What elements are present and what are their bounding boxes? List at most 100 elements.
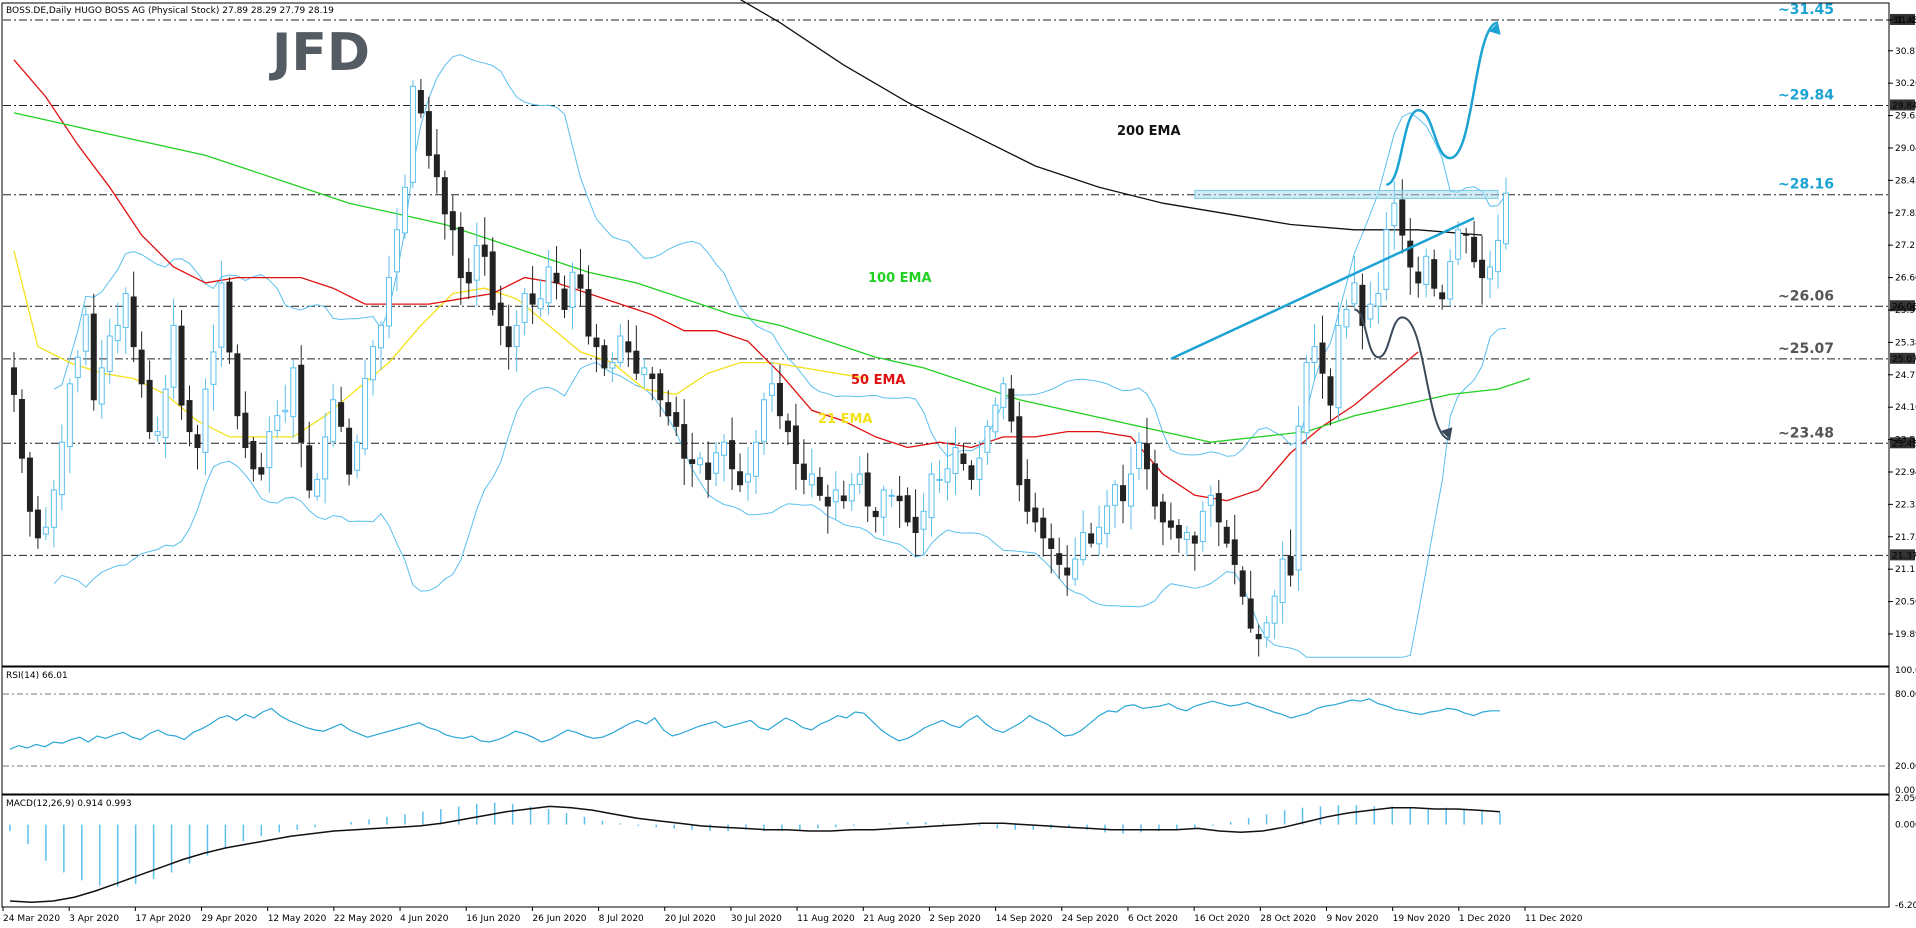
y-tick-label: 23.55 <box>1895 436 1916 446</box>
candle <box>753 429 760 494</box>
candle-body <box>146 379 153 433</box>
candle <box>1295 406 1302 592</box>
candle-body <box>920 510 927 530</box>
candle-body <box>202 388 209 453</box>
candle <box>178 310 185 420</box>
candle-body <box>425 111 432 156</box>
candle-body <box>194 434 201 449</box>
candle <box>1415 256 1422 298</box>
candle <box>1032 492 1039 533</box>
level-axis-tag-bg <box>1890 99 1915 111</box>
candle-body <box>1255 633 1262 640</box>
candle-body <box>26 457 33 512</box>
candle-body <box>306 445 313 491</box>
candle <box>1335 302 1342 421</box>
candle <box>984 419 991 465</box>
jfd-logo: JFD <box>269 23 370 83</box>
candle-body <box>1447 261 1454 300</box>
candle-body <box>697 457 704 466</box>
candle <box>1263 615 1270 648</box>
candle <box>378 320 385 371</box>
candle-body <box>976 457 983 480</box>
candle-body <box>449 211 456 231</box>
rsi-tick-label: 100.00 <box>1895 666 1916 676</box>
candle-body <box>481 244 488 257</box>
candle <box>449 195 456 256</box>
candle-body <box>745 473 752 483</box>
candle-body <box>1399 199 1406 236</box>
candle-body <box>633 350 640 374</box>
candle <box>577 248 584 307</box>
candle <box>1056 537 1063 579</box>
x-tick-label: 17 Apr 2020 <box>135 914 191 924</box>
bearish-arrow-head <box>1440 427 1453 440</box>
candle-body <box>1439 292 1446 300</box>
candle-body <box>880 489 887 518</box>
rsi-tick-label: 20.00 <box>1895 762 1916 772</box>
candle-body <box>944 468 951 483</box>
candle-body <box>1032 507 1039 523</box>
candle <box>824 484 831 534</box>
candle <box>433 128 440 194</box>
x-tick-label: 21 Aug 2020 <box>863 914 921 924</box>
candle-body <box>705 462 712 480</box>
candle-body <box>768 383 775 396</box>
candle-body <box>1056 553 1063 565</box>
candle-body <box>553 272 560 284</box>
level-label: ~23.48 <box>1778 425 1834 441</box>
candle-body <box>808 473 815 486</box>
candle-body <box>282 409 289 413</box>
candle-body <box>226 281 233 353</box>
candle-body <box>1072 558 1079 580</box>
candle <box>888 488 895 507</box>
resistance-zone <box>1194 189 1499 199</box>
candle-body <box>872 510 879 518</box>
candle-body <box>505 326 512 348</box>
candle-body <box>609 362 616 369</box>
candle-body <box>673 412 680 427</box>
candle <box>713 442 720 486</box>
candle-body <box>912 516 919 534</box>
candle <box>409 80 416 189</box>
candle <box>920 493 927 556</box>
candle <box>1495 214 1502 289</box>
candle <box>282 384 289 423</box>
candle-body <box>896 495 903 502</box>
candle <box>1503 177 1510 250</box>
candle-body <box>689 459 696 464</box>
candle-body <box>1263 622 1270 638</box>
candle <box>465 258 472 300</box>
candle <box>537 278 544 318</box>
candle <box>1407 218 1414 295</box>
candle <box>1080 510 1087 566</box>
candle <box>1151 449 1158 520</box>
candle <box>1271 589 1278 640</box>
candle <box>417 79 424 118</box>
candle-body <box>1104 505 1111 534</box>
candle <box>457 212 464 305</box>
x-tick-label: 14 Sep 2020 <box>996 914 1053 924</box>
candle <box>1135 432 1142 480</box>
candle <box>1447 249 1454 306</box>
candle-body <box>529 293 536 305</box>
candle <box>330 383 337 448</box>
candle <box>1207 485 1214 527</box>
candle <box>82 305 89 366</box>
candle <box>1215 479 1222 547</box>
level-label: ~28.16 <box>1778 177 1834 193</box>
candle <box>513 310 520 372</box>
candle-body <box>130 296 137 348</box>
candle <box>928 462 935 537</box>
candle <box>1024 459 1031 525</box>
candle <box>90 293 97 411</box>
candle-body <box>1391 202 1398 227</box>
candle-body <box>82 314 89 352</box>
chart-header: BOSS.DE,Daily HUGO BOSS AG (Physical Sto… <box>6 6 334 16</box>
candle <box>1455 221 1462 266</box>
candle <box>904 487 911 527</box>
candle <box>1423 248 1430 298</box>
candle-body <box>1096 526 1103 545</box>
candle <box>1183 526 1190 557</box>
candle <box>274 400 281 438</box>
candle-body <box>1271 595 1278 624</box>
